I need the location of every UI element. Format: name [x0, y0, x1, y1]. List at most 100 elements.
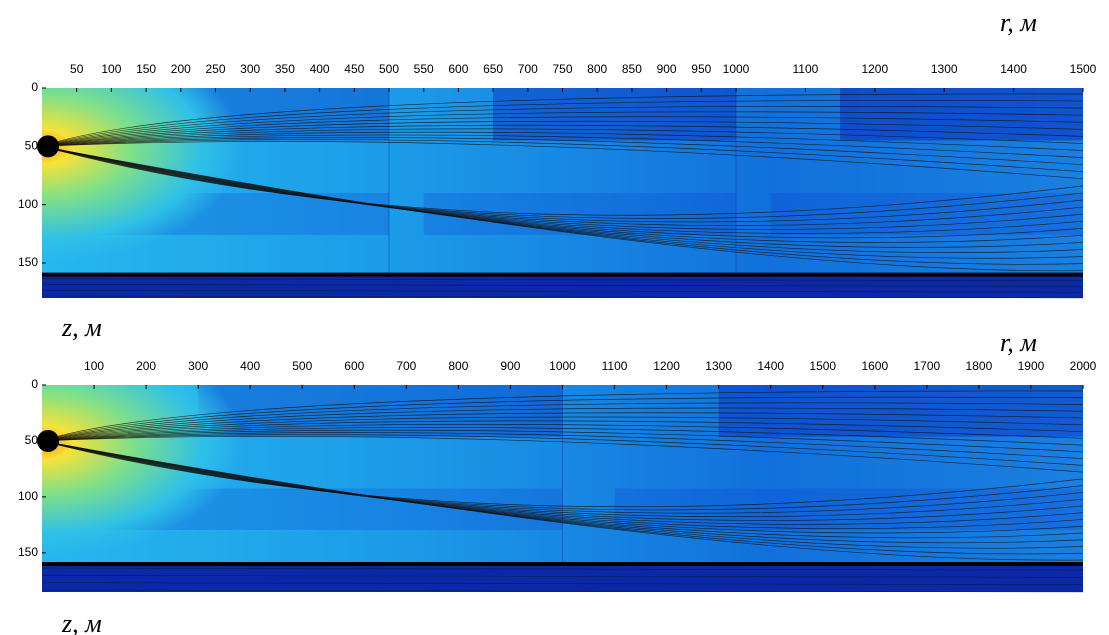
streamline	[41, 93, 1084, 147]
streamline	[41, 145, 1084, 248]
x-tick-label: 200	[171, 62, 191, 76]
streamline	[41, 145, 1084, 223]
x-tick-label: 900	[657, 62, 677, 76]
x-tick-label: 200	[136, 359, 156, 373]
streamline	[41, 145, 1084, 239]
streamline	[41, 440, 1084, 514]
x-tick-label: 100	[84, 359, 104, 373]
heatmap	[41, 385, 1084, 593]
x-tick-label: 700	[518, 62, 538, 76]
streamline	[41, 145, 1084, 243]
streamline	[41, 295, 1084, 299]
x-tick-label: 850	[622, 62, 642, 76]
x-tick-label: 1900	[1018, 359, 1045, 373]
heatmap	[41, 88, 1084, 299]
streamline	[41, 440, 1084, 525]
y-tick-label: 50	[25, 433, 39, 447]
x-tick-label: 400	[310, 62, 330, 76]
streamline	[41, 440, 1084, 549]
x-tick-label: 950	[691, 62, 711, 76]
x-tick-label: 250	[205, 62, 225, 76]
streamline	[41, 139, 1084, 173]
streamline	[41, 100, 1084, 147]
x-tick-label: 1200	[653, 359, 680, 373]
x-tick-label: 1500	[809, 359, 836, 373]
streamline	[41, 420, 1084, 442]
x-tick-label: 600	[344, 359, 364, 373]
x-tick-label: 100	[101, 62, 121, 76]
x-tick-label: 600	[448, 62, 468, 76]
streamline	[41, 131, 1084, 151]
streamline	[41, 429, 1084, 453]
streamline	[41, 440, 1084, 518]
x-tick-label: 500	[292, 359, 312, 373]
x-tick-label: 700	[396, 359, 416, 373]
streamline	[41, 134, 1084, 158]
x-tick-label: 1800	[966, 359, 993, 373]
streamline	[41, 432, 1084, 459]
streamline	[41, 427, 1084, 446]
streamline	[41, 440, 1084, 544]
x-tick-label: 1100	[602, 359, 628, 373]
x-tick-label: 1200	[861, 62, 888, 76]
streamline	[41, 145, 1084, 226]
streamline	[41, 116, 1084, 147]
lower-layer	[42, 564, 1083, 592]
streamline	[41, 278, 1084, 281]
field-hot	[42, 385, 1083, 592]
streamline	[41, 440, 1084, 534]
x-tick-label: 800	[587, 62, 607, 76]
x-tick-label: 2000	[1070, 359, 1097, 373]
x-axis-label: r, м	[1000, 328, 1037, 357]
x-tick-label: 750	[552, 62, 572, 76]
x-tick-label: 1700	[913, 359, 940, 373]
x-tick-label: 550	[414, 62, 434, 76]
x-tick-label: 1300	[931, 62, 958, 76]
streamline	[41, 141, 1084, 180]
streamline	[41, 145, 1084, 259]
x-tick-label: 650	[483, 62, 503, 76]
x-tick-label: 1600	[861, 359, 888, 373]
streamline	[41, 145, 1084, 230]
streamline	[41, 440, 1084, 539]
x-tick-label: 350	[275, 62, 295, 76]
streamline	[41, 440, 1084, 508]
y-axis-label: z, м	[61, 609, 102, 635]
x-tick-label: 1300	[705, 359, 732, 373]
x-tick-label: 400	[240, 359, 260, 373]
streamline	[41, 111, 1084, 147]
x-tick-label: 300	[188, 359, 208, 373]
y-tick-label: 100	[18, 197, 38, 211]
streamline	[41, 124, 1084, 147]
x-tick-label: 1400	[757, 359, 784, 373]
source	[37, 135, 59, 158]
streamline	[41, 120, 1084, 147]
streamline	[41, 589, 1084, 593]
y-tick-label: 0	[31, 377, 38, 391]
streamline	[41, 128, 1084, 147]
y-tick-label: 100	[18, 489, 38, 503]
streamline	[41, 435, 1084, 473]
x-tick-label: 50	[70, 62, 84, 76]
x-tick-label: 450	[344, 62, 364, 76]
streamline	[41, 145, 1084, 219]
x-tick-label: 1000	[723, 62, 750, 76]
streamline	[41, 407, 1084, 442]
streamline	[41, 440, 1084, 529]
x-tick-label: 1000	[549, 359, 576, 373]
x-tick-label: 900	[500, 359, 520, 373]
streamline	[41, 145, 1084, 234]
streamline	[41, 137, 1084, 166]
x-tick-label: 300	[240, 62, 260, 76]
y-tick-label: 150	[18, 255, 38, 269]
streamline	[41, 416, 1084, 442]
streamline	[41, 402, 1084, 442]
x-tick-label: 1400	[1000, 62, 1027, 76]
y-tick-label: 150	[18, 545, 38, 559]
x-tick-label: 800	[448, 359, 468, 373]
x-tick-label: 150	[136, 62, 156, 76]
streamline	[41, 412, 1084, 442]
streamline	[41, 440, 1084, 511]
lower-layer	[42, 274, 1083, 298]
